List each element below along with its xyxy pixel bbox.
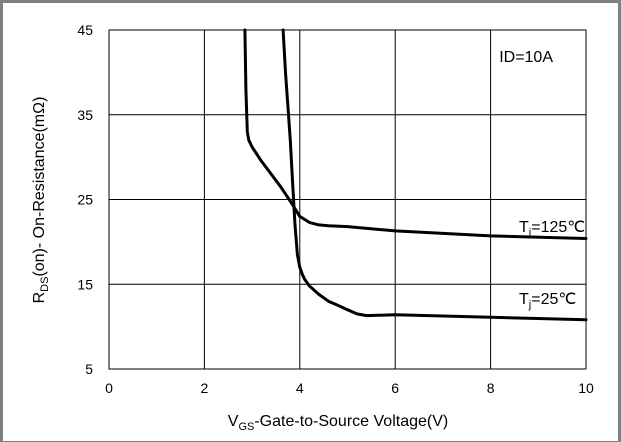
x-tick-label: 4 bbox=[296, 380, 304, 396]
series-label-prefix: T bbox=[519, 219, 529, 236]
y-axis-label-rest: (on)- On-Resistance(mΩ) bbox=[31, 97, 48, 277]
x-tick-label: 0 bbox=[105, 380, 113, 396]
y-tick-labels: 5 15 25 35 45 bbox=[77, 22, 93, 377]
plot-area-border bbox=[108, 29, 587, 370]
series-label-prefix: T bbox=[519, 291, 529, 308]
x-tick-label: 8 bbox=[487, 380, 495, 396]
y-axis-label: RDS(on)- On-Resistance(mΩ) bbox=[31, 97, 51, 304]
x-axis-label-prefix: V bbox=[228, 413, 239, 430]
x-tick-label: 6 bbox=[391, 380, 399, 396]
series-label-rest: =25℃ bbox=[531, 291, 576, 308]
series-label-25c: Tj=25℃ bbox=[519, 291, 576, 311]
series-line-1 bbox=[281, 28, 588, 322]
y-tick-label: 15 bbox=[77, 276, 93, 292]
annotation-label: ID=10A bbox=[499, 49, 553, 66]
y-axis-label-prefix: R bbox=[31, 292, 48, 304]
y-tick-label: 5 bbox=[85, 361, 93, 377]
series-label-125c: Tj=125℃ bbox=[519, 219, 585, 239]
series-layer bbox=[243, 28, 588, 322]
x-axis-label: VGS-Gate-to-Source Voltage(V) bbox=[228, 413, 448, 433]
series-label-rest: =125℃ bbox=[531, 219, 585, 236]
x-tick-labels: 0 2 4 6 8 10 bbox=[105, 380, 594, 396]
x-tick-label: 10 bbox=[578, 380, 594, 396]
x-axis-label-subscript: GS bbox=[238, 421, 254, 433]
y-tick-label: 25 bbox=[77, 192, 93, 208]
x-axis-label-rest: -Gate-to-Source Voltage(V) bbox=[254, 413, 448, 430]
series-label-subscript: j bbox=[528, 299, 531, 311]
y-axis-label-subscript: DS bbox=[39, 277, 51, 292]
y-tick-label: 35 bbox=[77, 107, 93, 123]
series-line-0 bbox=[243, 28, 588, 240]
y-tick-label: 45 bbox=[77, 22, 93, 38]
x-tick-label: 2 bbox=[201, 380, 209, 396]
series-label-subscript: j bbox=[528, 227, 531, 239]
